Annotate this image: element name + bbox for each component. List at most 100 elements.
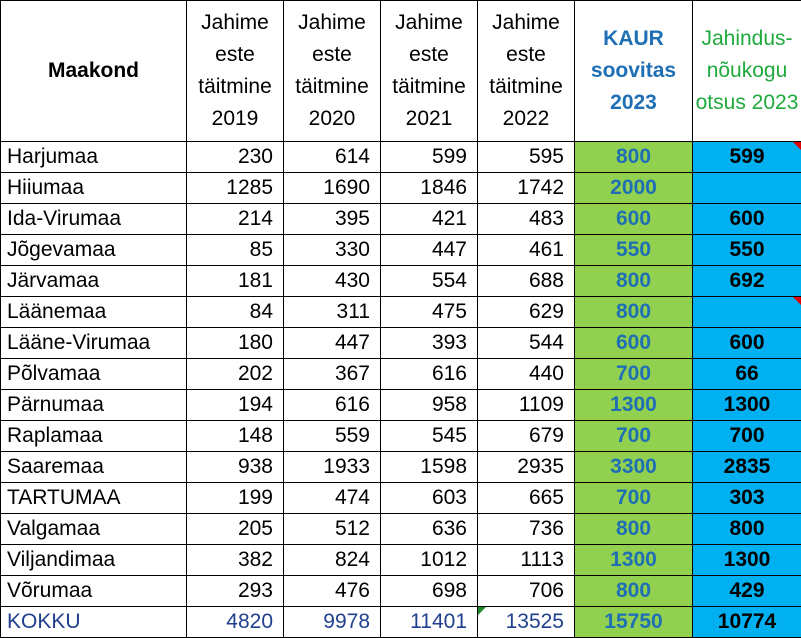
cell-2022[interactable]: 483 bbox=[477, 203, 575, 235]
cell-2021[interactable]: 447 bbox=[380, 234, 478, 266]
cell-2019[interactable]: 84 bbox=[186, 296, 284, 328]
header-county[interactable]: Maakond bbox=[0, 0, 187, 142]
cell-council[interactable]: 600 bbox=[692, 327, 801, 359]
cell-2020[interactable]: 824 bbox=[283, 544, 381, 576]
cell-council[interactable]: 692 bbox=[692, 265, 801, 297]
comment-indicator-icon[interactable] bbox=[793, 142, 801, 150]
cell-2020[interactable]: 476 bbox=[283, 575, 381, 607]
cell-kaur[interactable]: 800 bbox=[574, 296, 693, 328]
cell-county[interactable]: Jõgevamaa bbox=[0, 234, 187, 266]
cell-2020[interactable]: 430 bbox=[283, 265, 381, 297]
cell-2019[interactable]: 230 bbox=[186, 141, 284, 173]
cell-2022[interactable]: 544 bbox=[477, 327, 575, 359]
cell-county[interactable]: Järvamaa bbox=[0, 265, 187, 297]
cell-county[interactable]: Ida-Virumaa bbox=[0, 203, 187, 235]
cell-2022[interactable]: 688 bbox=[477, 265, 575, 297]
cell-2020[interactable]: 512 bbox=[283, 513, 381, 545]
cell-2020[interactable]: 311 bbox=[283, 296, 381, 328]
cell-2019[interactable]: 181 bbox=[186, 265, 284, 297]
cell-2022[interactable]: 679 bbox=[477, 420, 575, 452]
cell-county[interactable]: Valgamaa bbox=[0, 513, 187, 545]
cell-2019[interactable]: 938 bbox=[186, 451, 284, 483]
cell-kaur[interactable]: 550 bbox=[574, 234, 693, 266]
cell-2019[interactable]: 85 bbox=[186, 234, 284, 266]
cell-council[interactable]: 600 bbox=[692, 203, 801, 235]
cell-council[interactable]: 66 bbox=[692, 358, 801, 390]
cell-2022[interactable]: 461 bbox=[477, 234, 575, 266]
cell-2022[interactable]: 1742 bbox=[477, 172, 575, 204]
header-kaur[interactable]: KAUR soovitas 2023 bbox=[574, 0, 693, 142]
cell-2022[interactable]: 13525 bbox=[477, 606, 575, 638]
cell-2019[interactable]: 382 bbox=[186, 544, 284, 576]
cell-2020[interactable]: 447 bbox=[283, 327, 381, 359]
cell-2019[interactable]: 293 bbox=[186, 575, 284, 607]
cell-2019[interactable]: 199 bbox=[186, 482, 284, 514]
cell-council[interactable] bbox=[692, 172, 801, 204]
header-2021[interactable]: Jahime este täitmine 2021 bbox=[380, 0, 478, 142]
cell-2020[interactable]: 367 bbox=[283, 358, 381, 390]
cell-2021[interactable]: 554 bbox=[380, 265, 478, 297]
cell-2022[interactable]: 736 bbox=[477, 513, 575, 545]
cell-2022[interactable]: 2935 bbox=[477, 451, 575, 483]
cell-2021[interactable]: 958 bbox=[380, 389, 478, 421]
cell-2020[interactable]: 616 bbox=[283, 389, 381, 421]
cell-kaur[interactable]: 2000 bbox=[574, 172, 693, 204]
cell-2022[interactable]: 629 bbox=[477, 296, 575, 328]
cell-county[interactable]: Lääne-Virumaa bbox=[0, 327, 187, 359]
cell-council[interactable]: 10774 bbox=[692, 606, 801, 638]
cell-2020[interactable]: 395 bbox=[283, 203, 381, 235]
cell-2021[interactable]: 603 bbox=[380, 482, 478, 514]
cell-kaur[interactable]: 600 bbox=[574, 327, 693, 359]
cell-2019[interactable]: 148 bbox=[186, 420, 284, 452]
header-2019[interactable]: Jahime este täitmine 2019 bbox=[186, 0, 284, 142]
cell-kaur[interactable]: 800 bbox=[574, 575, 693, 607]
cell-kaur[interactable]: 1300 bbox=[574, 389, 693, 421]
cell-2020[interactable]: 330 bbox=[283, 234, 381, 266]
cell-2022[interactable]: 440 bbox=[477, 358, 575, 390]
cell-council[interactable]: 599 bbox=[692, 141, 801, 173]
cell-2020[interactable]: 1933 bbox=[283, 451, 381, 483]
cell-2022[interactable]: 665 bbox=[477, 482, 575, 514]
cell-county[interactable]: Võrumaa bbox=[0, 575, 187, 607]
cell-2019[interactable]: 4820 bbox=[186, 606, 284, 638]
cell-2019[interactable]: 194 bbox=[186, 389, 284, 421]
cell-kaur[interactable]: 700 bbox=[574, 482, 693, 514]
header-2022[interactable]: Jahime este täitmine 2022 bbox=[477, 0, 575, 142]
cell-2019[interactable]: 202 bbox=[186, 358, 284, 390]
cell-2021[interactable]: 636 bbox=[380, 513, 478, 545]
cell-county[interactable]: KOKKU bbox=[0, 606, 187, 638]
cell-2022[interactable]: 1113 bbox=[477, 544, 575, 576]
cell-kaur[interactable]: 700 bbox=[574, 358, 693, 390]
cell-council[interactable]: 1300 bbox=[692, 544, 801, 576]
cell-kaur[interactable]: 800 bbox=[574, 141, 693, 173]
cell-county[interactable]: Hiiumaa bbox=[0, 172, 187, 204]
cell-2022[interactable]: 595 bbox=[477, 141, 575, 173]
cell-2021[interactable]: 1598 bbox=[380, 451, 478, 483]
cell-council[interactable]: 700 bbox=[692, 420, 801, 452]
cell-county[interactable]: Saaremaa bbox=[0, 451, 187, 483]
cell-kaur[interactable]: 700 bbox=[574, 420, 693, 452]
cell-county[interactable]: TARTUMAA bbox=[0, 482, 187, 514]
cell-county[interactable]: Läänemaa bbox=[0, 296, 187, 328]
cell-kaur[interactable]: 600 bbox=[574, 203, 693, 235]
cell-kaur[interactable]: 15750 bbox=[574, 606, 693, 638]
cell-2021[interactable]: 475 bbox=[380, 296, 478, 328]
cell-2022[interactable]: 1109 bbox=[477, 389, 575, 421]
cell-council[interactable]: 2835 bbox=[692, 451, 801, 483]
cell-2021[interactable]: 1012 bbox=[380, 544, 478, 576]
cell-2021[interactable]: 11401 bbox=[380, 606, 478, 638]
cell-2021[interactable]: 545 bbox=[380, 420, 478, 452]
error-indicator-icon[interactable] bbox=[478, 607, 486, 615]
cell-2020[interactable]: 614 bbox=[283, 141, 381, 173]
cell-county[interactable]: Pärnumaa bbox=[0, 389, 187, 421]
cell-2019[interactable]: 214 bbox=[186, 203, 284, 235]
cell-county[interactable]: Viljandimaa bbox=[0, 544, 187, 576]
cell-kaur[interactable]: 800 bbox=[574, 265, 693, 297]
comment-indicator-icon[interactable] bbox=[793, 297, 801, 305]
cell-2021[interactable]: 393 bbox=[380, 327, 478, 359]
cell-council[interactable]: 800 bbox=[692, 513, 801, 545]
cell-2021[interactable]: 698 bbox=[380, 575, 478, 607]
cell-council[interactable]: 429 bbox=[692, 575, 801, 607]
header-2020[interactable]: Jahime este täitmine 2020 bbox=[283, 0, 381, 142]
cell-2020[interactable]: 559 bbox=[283, 420, 381, 452]
